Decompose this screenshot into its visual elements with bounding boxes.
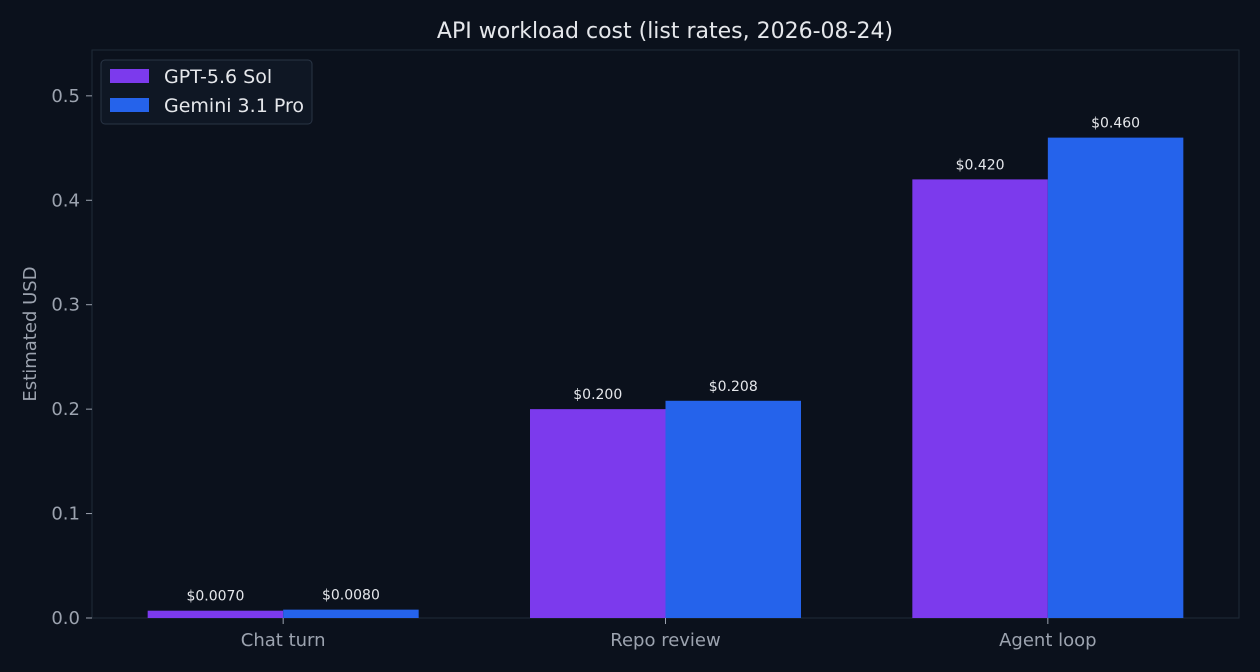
bar-series-1 bbox=[530, 409, 666, 618]
bar-data-label: $0.0080 bbox=[322, 588, 380, 604]
legend-label: Gemini 3.1 Pro bbox=[164, 95, 304, 117]
bar-data-label: $0.420 bbox=[956, 157, 1005, 173]
bar-data-label: $0.200 bbox=[573, 387, 622, 403]
bar-series-2 bbox=[665, 400, 801, 618]
chart-title: API workload cost (list rates, 2026-08-2… bbox=[437, 19, 893, 44]
legend-box bbox=[100, 59, 313, 125]
y-axis-label: Estimated USD bbox=[20, 266, 41, 401]
x-tick-label: Chat turn bbox=[241, 630, 326, 651]
y-tick-label: 0.2 bbox=[51, 399, 80, 420]
x-tick-label: Repo review bbox=[610, 630, 720, 651]
bar-series-1 bbox=[147, 610, 284, 618]
x-tick-label: Agent loop bbox=[999, 630, 1096, 651]
y-tick-label: 0.0 bbox=[51, 608, 80, 629]
bar-data-label: $0.0070 bbox=[186, 589, 244, 605]
bar-series-2 bbox=[283, 609, 419, 618]
bar-series-1 bbox=[912, 179, 1048, 619]
legend-label: GPT-5.6 Sol bbox=[164, 66, 272, 88]
bar-data-label: $0.208 bbox=[709, 379, 758, 395]
bar-data-label: $0.460 bbox=[1091, 116, 1140, 132]
y-tick-label: 0.1 bbox=[51, 504, 80, 525]
legend-swatch bbox=[110, 98, 149, 112]
bar-series-2 bbox=[1047, 137, 1184, 618]
legend: GPT-5.6 Sol Gemini 3.1 Pro bbox=[100, 59, 313, 125]
y-tick-label: 0.5 bbox=[51, 86, 80, 107]
y-tick-label: 0.4 bbox=[51, 190, 80, 211]
plot-area: 0.0 0.1 0.2 0.3 0.4 0.5 Chat turn $0.0070 $0.008… bbox=[51, 49, 1240, 651]
y-tick-label: 0.3 bbox=[51, 295, 80, 316]
legend-swatch bbox=[110, 69, 149, 83]
